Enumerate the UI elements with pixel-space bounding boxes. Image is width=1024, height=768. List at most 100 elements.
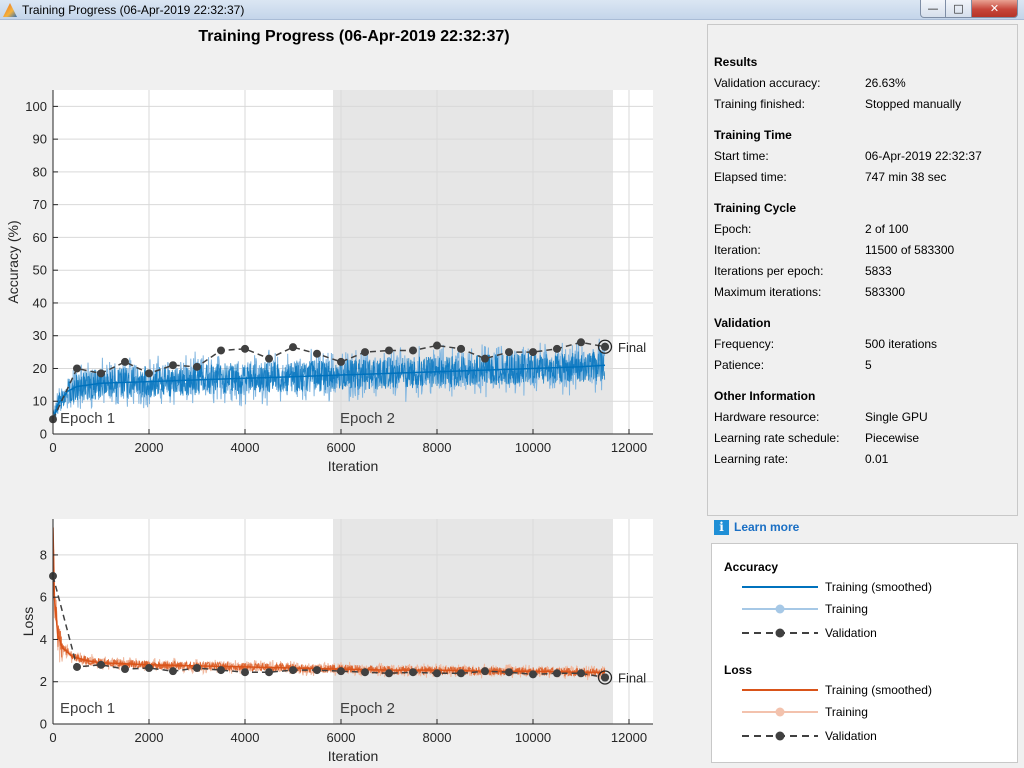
section-heading: Training Time xyxy=(714,128,792,142)
x-tick-label: 10000 xyxy=(515,440,551,455)
info-label: Start time: xyxy=(714,149,769,163)
info-value: 11500 of 583300 xyxy=(865,243,955,257)
validation-point xyxy=(241,344,249,353)
validation-point xyxy=(145,369,153,378)
y-tick-label: 6 xyxy=(40,590,47,605)
info-value: 583300 xyxy=(865,285,906,299)
x-tick-label: 8000 xyxy=(423,730,452,745)
info-row: Learning rate: 0.01 xyxy=(714,449,1013,470)
info-label: Hardware resource: xyxy=(714,410,820,424)
info-row: Iterations per epoch: 5833 xyxy=(714,261,1013,282)
epoch-label-2: Epoch 2 xyxy=(340,410,395,427)
legend-swatch xyxy=(742,628,818,638)
x-tick-label: 0 xyxy=(49,730,56,745)
legend-label: Training (smoothed) xyxy=(825,683,932,697)
section-heading: Training Cycle xyxy=(714,201,797,215)
legend-label: Training xyxy=(825,705,868,719)
validation-point xyxy=(217,666,225,675)
accuracy-legend-item: Training xyxy=(712,599,1017,619)
minimize-icon: — xyxy=(927,2,939,15)
validation-point xyxy=(577,669,585,678)
validation-point xyxy=(265,354,273,363)
info-label: Learning rate schedule: xyxy=(714,431,840,445)
validation-point xyxy=(457,669,465,678)
validation-point xyxy=(553,344,561,353)
x-tick-label: 4000 xyxy=(231,440,260,455)
info-row: Iteration: 11500 of 583300 xyxy=(714,240,1013,261)
legend-swatch xyxy=(742,586,818,588)
final-point xyxy=(601,673,609,682)
info-label: Patience: xyxy=(714,358,765,372)
training-dense-line xyxy=(53,349,606,426)
info-row: Elapsed time: 747 min 38 sec xyxy=(714,167,1013,188)
close-button[interactable]: ✕ xyxy=(972,0,1018,18)
info-section-validation: Validation Frequency: 500 iterations Patien… xyxy=(714,313,1013,376)
validation-point xyxy=(289,343,297,352)
epoch-label-1: Epoch 1 xyxy=(60,700,115,717)
legend-swatch xyxy=(742,731,818,741)
info-row: Start time: 06-Apr-2019 22:32:37 xyxy=(714,146,1013,167)
info-row: Hardware resource: Single GPU xyxy=(714,407,1013,428)
x-tick-label: 2000 xyxy=(135,730,164,745)
validation-point xyxy=(121,357,129,366)
accuracy-legend-item: Training (smoothed) xyxy=(712,577,1017,597)
validation-point xyxy=(529,670,537,679)
info-value: Piecewise xyxy=(865,431,920,445)
validation-point xyxy=(505,668,513,677)
y-tick-label: 4 xyxy=(40,632,47,647)
validation-point xyxy=(313,666,321,675)
legend-label: Training xyxy=(825,602,868,616)
learn-more-link[interactable]: Learn more xyxy=(734,520,800,534)
learn-more-link-container[interactable]: i Learn more xyxy=(714,518,799,536)
info-row: Patience: 5 xyxy=(714,355,1013,376)
loss-legend-heading: Loss xyxy=(724,663,753,677)
window-title-bar[interactable]: Training Progress (06-Apr-2019 22:32:37)… xyxy=(0,0,1024,20)
validation-point xyxy=(529,348,537,357)
training-info-panel: Results Validation accuracy: 26.63% Trainin… xyxy=(707,24,1018,516)
close-icon: ✕ xyxy=(989,2,1000,15)
final-label: Final xyxy=(618,671,646,686)
y-tick-label: 50 xyxy=(33,263,47,278)
epoch-label-1: Epoch 1 xyxy=(60,410,115,427)
y-tick-label: 8 xyxy=(40,547,47,562)
info-value: 06-Apr-2019 22:32:37 xyxy=(865,149,982,163)
x-tick-label: 0 xyxy=(49,440,56,455)
info-value: 500 iterations xyxy=(865,337,938,351)
validation-point xyxy=(481,354,489,363)
info-label: Epoch: xyxy=(714,222,752,236)
maximize-button[interactable]: □ xyxy=(946,0,972,18)
info-label: Learning rate: xyxy=(714,452,789,466)
validation-point xyxy=(169,361,177,370)
validation-point xyxy=(481,667,489,676)
y-axis-label: Loss xyxy=(20,607,36,637)
y-tick-label: 70 xyxy=(33,197,47,212)
validation-point xyxy=(265,668,273,677)
minimize-button[interactable]: — xyxy=(920,0,946,18)
legend-swatch xyxy=(742,707,818,717)
validation-point xyxy=(553,669,561,678)
info-value: 2 of 100 xyxy=(865,222,909,236)
section-heading: Other Information xyxy=(714,389,816,403)
x-tick-label: 4000 xyxy=(231,730,260,745)
section-heading: Results xyxy=(714,55,758,69)
legend-panel: Accuracy Training (smoothed) Training Valid… xyxy=(711,543,1018,763)
info-section-training-time: Training Time Start time: 06-Apr-2019 22:3… xyxy=(714,125,1013,188)
final-point xyxy=(601,342,609,351)
x-axis-label: Iteration xyxy=(328,748,379,764)
loss-legend-item: Training xyxy=(712,702,1017,722)
validation-point xyxy=(313,349,321,358)
epoch-label-2: Epoch 2 xyxy=(340,700,395,717)
validation-point xyxy=(361,348,369,357)
plot-title: Training Progress (06-Apr-2019 22:32:37) xyxy=(198,28,510,45)
loss-legend-item: Training (smoothed) xyxy=(712,680,1017,700)
validation-point xyxy=(73,662,81,671)
x-tick-label: 2000 xyxy=(135,440,164,455)
info-label: Elapsed time: xyxy=(714,170,787,184)
validation-point xyxy=(457,344,465,353)
y-tick-label: 60 xyxy=(33,230,47,245)
info-value: Stopped manually xyxy=(865,97,962,111)
window-controls: — □ ✕ xyxy=(920,0,1018,18)
validation-line xyxy=(52,575,606,679)
